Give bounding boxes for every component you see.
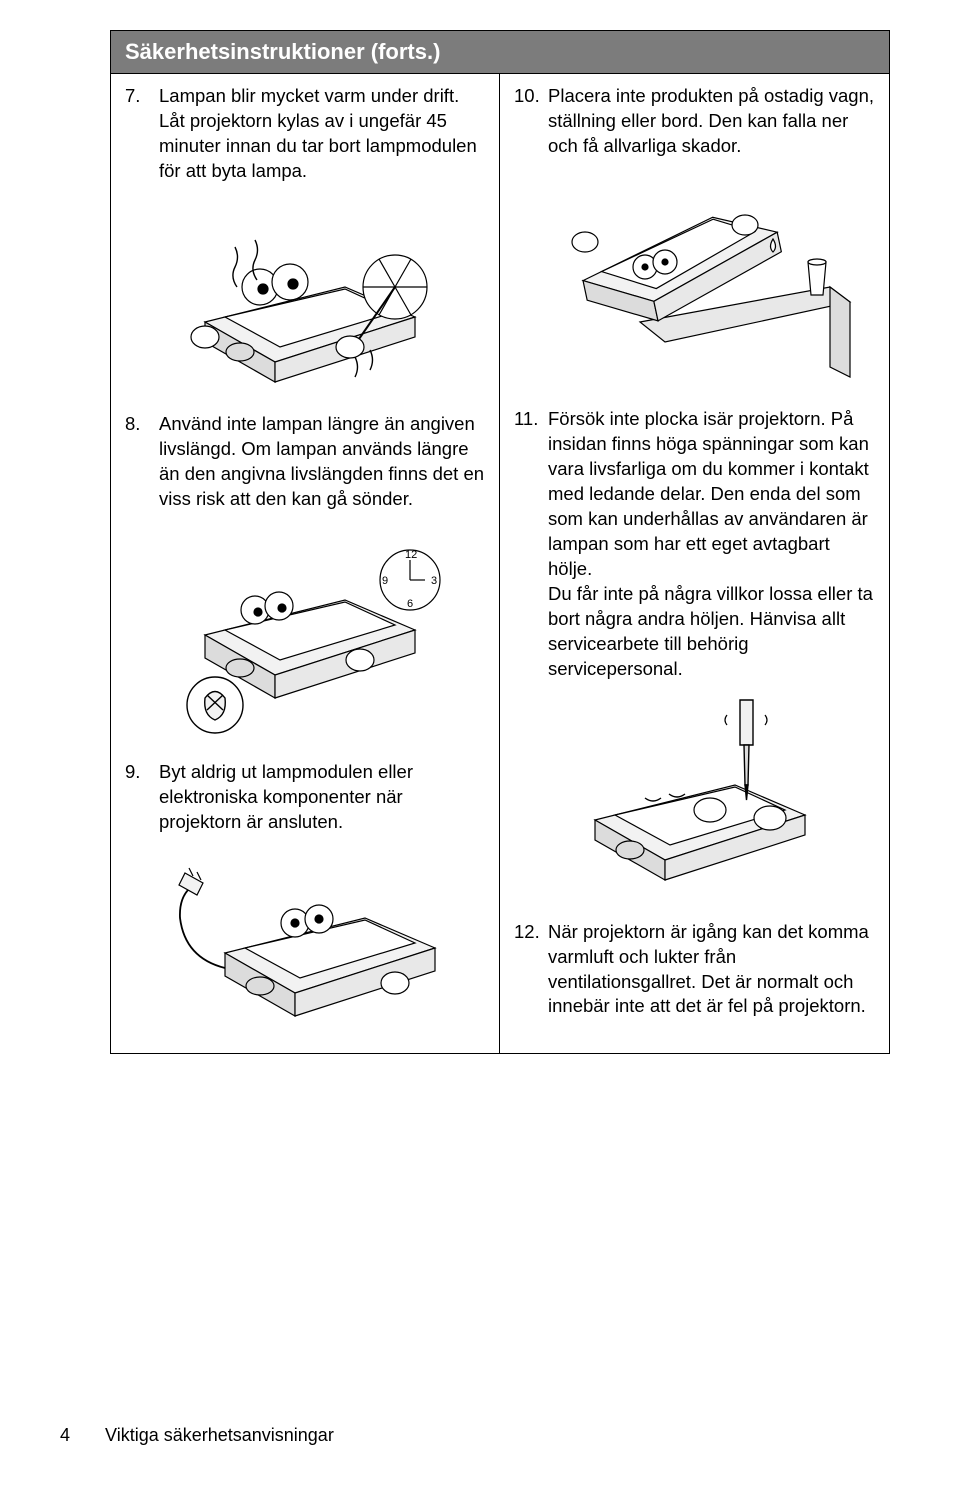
item-text: Använd inte lampan längre än angiven liv…: [159, 412, 485, 512]
projector-clock-icon: 12 9 3 6: [145, 520, 465, 740]
item-7: 7. Lampan blir mycket varm under drift. …: [111, 74, 499, 188]
item-number: 7.: [125, 84, 159, 184]
page-number: 4: [60, 1425, 100, 1446]
clock-3: 3: [431, 575, 437, 587]
section-header: Säkerhetsinstruktioner (forts.): [111, 31, 889, 74]
item-8: 8. Använd inte lampan längre än angiven …: [111, 402, 499, 516]
item-number: 10.: [514, 84, 548, 159]
illustration-10: [500, 163, 889, 397]
illustration-7: [111, 188, 499, 402]
illustration-9: [111, 839, 499, 1053]
item-text: När projektorn är igång kan det komma va…: [548, 920, 875, 1020]
safety-instructions-box: Säkerhetsinstruktioner (forts.) 7. Lampa…: [110, 30, 890, 1054]
item-9: 9. Byt aldrig ut lampmodulen eller elekt…: [111, 750, 499, 839]
illustration-11: [500, 686, 889, 910]
clock-6: 6: [407, 598, 413, 610]
page-footer: 4 Viktiga säkerhetsanvisningar: [60, 1425, 334, 1446]
section-title: Säkerhetsinstruktioner (forts.): [125, 39, 440, 64]
item-10: 10. Placera inte produkten på ostadig va…: [500, 74, 889, 163]
right-column: 10. Placera inte produkten på ostadig va…: [500, 74, 889, 1053]
item-11: 11. Försök inte plocka isär projektorn. …: [500, 397, 889, 686]
projector-disassemble-icon: [535, 690, 855, 900]
clock-12: 12: [405, 549, 417, 561]
projector-hot-icon: [145, 192, 465, 392]
item-12: 12. När projektorn är igång kan det komm…: [500, 910, 889, 1024]
illustration-8: 12 9 3 6: [111, 516, 499, 750]
left-column: 7. Lampan blir mycket varm under drift. …: [111, 74, 500, 1053]
item-number: 11.: [514, 407, 548, 682]
item-text: Lampan blir mycket varm under drift. Låt…: [159, 84, 485, 184]
item-number: 9.: [125, 760, 159, 835]
projector-falling-icon: [530, 167, 860, 387]
item-text: Byt aldrig ut lampmodulen eller elektron…: [159, 760, 485, 835]
clock-9: 9: [382, 575, 388, 587]
item-text: Placera inte produkten på ostadig vagn, …: [548, 84, 875, 159]
footer-section: Viktiga säkerhetsanvisningar: [105, 1425, 334, 1445]
item-text: Försök inte plocka isär projektorn. På i…: [548, 407, 875, 682]
item-number: 12.: [514, 920, 548, 1020]
projector-unplug-icon: [145, 843, 465, 1043]
columns: 7. Lampan blir mycket varm under drift. …: [111, 74, 889, 1053]
item-number: 8.: [125, 412, 159, 512]
